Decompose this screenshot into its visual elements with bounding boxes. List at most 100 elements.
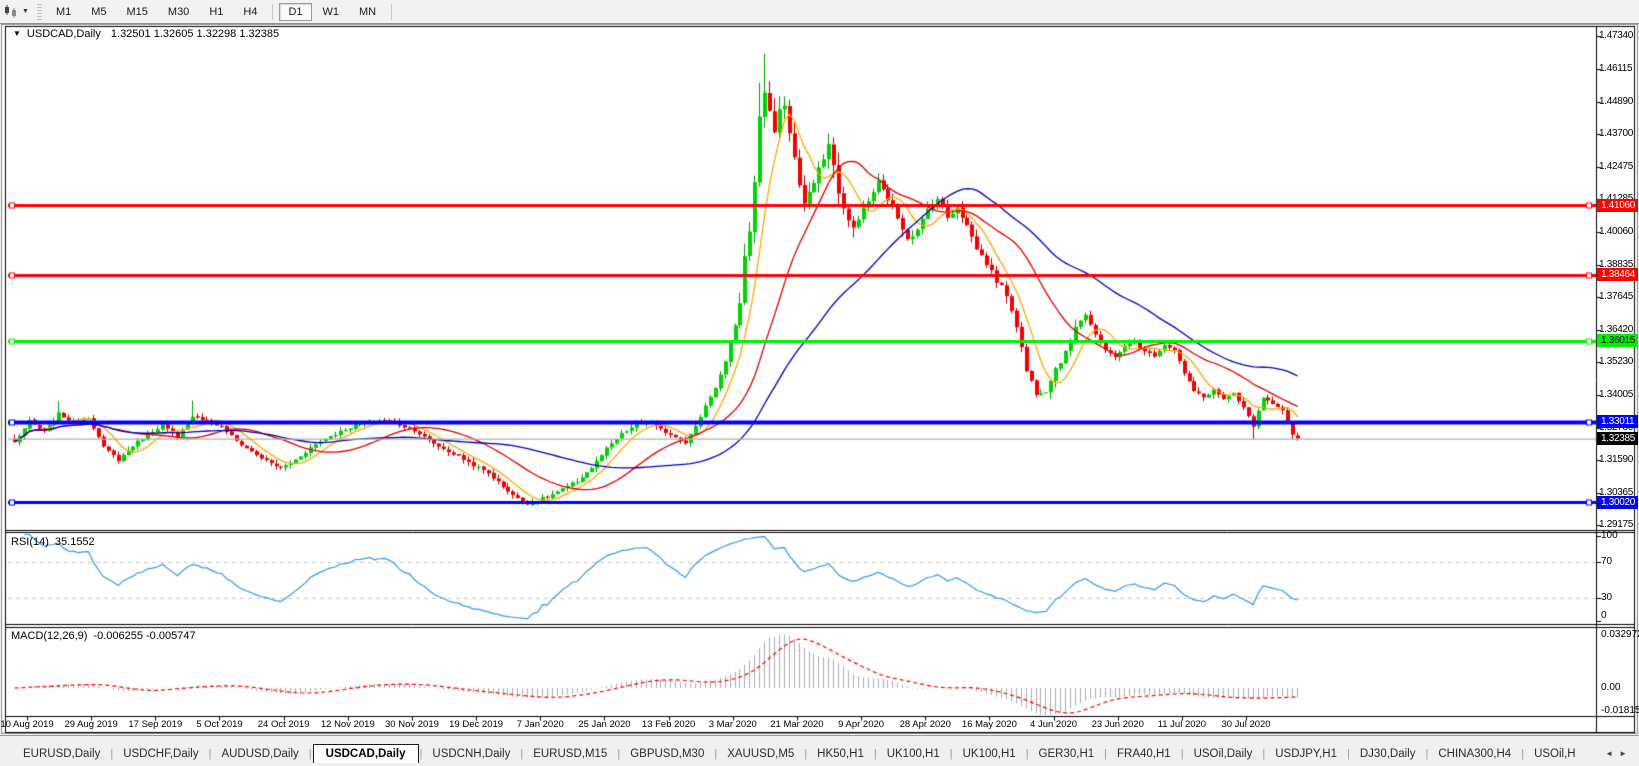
current-price-label: 1.32385 bbox=[1597, 432, 1638, 446]
tab-divider: | bbox=[1425, 748, 1429, 760]
tab-divider: | bbox=[873, 748, 877, 760]
timeframe-button-m30[interactable]: M30 bbox=[167, 5, 190, 18]
timeframe-button-w1[interactable]: W1 bbox=[322, 5, 340, 18]
macd-scale-label: 0.00 bbox=[1601, 682, 1621, 693]
tab-divider: | bbox=[1262, 748, 1266, 760]
hline-price-label: 1.38464 bbox=[1597, 268, 1638, 282]
chart-tab-fra40-h1[interactable]: FRA40,H1 bbox=[1117, 748, 1171, 760]
tab-scroll-left-icon[interactable]: ◄ bbox=[1605, 749, 1620, 758]
chart-tab-usoil-daily[interactable]: USOil,Daily bbox=[1193, 748, 1253, 760]
chart-type-button[interactable]: ▼ bbox=[0, 4, 33, 19]
macd-scale-label: -0.01815 bbox=[1601, 705, 1639, 716]
rsi-indicator-header: RSI(14) 35.1552 bbox=[11, 536, 95, 548]
hline-price-label: 1.36015 bbox=[1597, 334, 1638, 348]
tab-divider: | bbox=[617, 748, 621, 760]
chart-tab-usdjpy-h1[interactable]: USDJPY,H1 bbox=[1275, 748, 1338, 760]
hline-price-label: 1.33011 bbox=[1597, 415, 1638, 429]
hline-price-label: 1.30020 bbox=[1597, 495, 1638, 509]
price-axis-tick: 1.47340 bbox=[1599, 30, 1634, 41]
date-axis-label: 9 Apr 2020 bbox=[838, 719, 885, 730]
timeframe-buttons: M1 M5 M15 M30 H1 H4 D1 W1 MN bbox=[46, 0, 397, 23]
macd-values: -0.006255 -0.005747 bbox=[93, 630, 196, 642]
chart-tab-usdcnh-daily[interactable]: USDCNH,Daily bbox=[432, 748, 511, 760]
chart-tab-usdchf-daily[interactable]: USDCHF,Daily bbox=[123, 748, 199, 760]
chart-tab-ger30-h1[interactable]: GER30,H1 bbox=[1038, 748, 1095, 760]
date-axis-label: 17 Sep 2019 bbox=[128, 719, 183, 730]
date-axis-label: 23 Jun 2020 bbox=[1091, 719, 1144, 730]
price-axis-tick: 1.36420 bbox=[1599, 323, 1634, 335]
tab-divider: | bbox=[308, 748, 312, 760]
chart-tab-xauusd-m5[interactable]: XAUUSD,M5 bbox=[727, 748, 795, 760]
date-axis-label: 21 Mar 2020 bbox=[770, 719, 824, 730]
chart-tab-gbpusd-m30[interactable]: GBPUSD,M30 bbox=[630, 748, 705, 760]
chart-tab-usdcad-daily[interactable]: USDCAD,Daily bbox=[312, 744, 419, 763]
tab-divider: | bbox=[1104, 748, 1108, 760]
chart-header: ▼ USDCAD,Daily 1.32501 1.32605 1.32298 1.3… bbox=[13, 28, 279, 40]
timeframe-button-m1[interactable]: M1 bbox=[55, 5, 72, 18]
price-axis-tick: 1.29175 bbox=[1599, 519, 1634, 530]
timeframe-button-h1[interactable]: H1 bbox=[209, 5, 224, 18]
timeframe-button-d1[interactable]: D1 bbox=[279, 2, 312, 21]
timeframe-button-mn[interactable]: MN bbox=[359, 5, 377, 18]
chart-tab-audusd-daily[interactable]: AUDUSD,Daily bbox=[221, 748, 299, 760]
date-axis-label: 10 Aug 2019 bbox=[0, 719, 54, 730]
symbol-period-label: USDCAD,Daily bbox=[26, 28, 101, 40]
macd-indicator-header: MACD(12,26,9) -0.006255 -0.005747 bbox=[11, 630, 196, 642]
tab-scroll-arrows: ◄► bbox=[1605, 749, 1633, 758]
chevron-down-icon: ▼ bbox=[22, 8, 29, 15]
date-axis-label: 25 Jan 2020 bbox=[578, 719, 631, 730]
hline-price-label: 1.41060 bbox=[1597, 198, 1638, 212]
toolbar-grip-handle[interactable] bbox=[36, 3, 42, 20]
date-axis-label: 13 Feb 2020 bbox=[641, 719, 696, 730]
rsi-scale-label: 0 bbox=[1601, 610, 1607, 621]
price-axis-tick: 1.46115 bbox=[1599, 62, 1633, 74]
date-axis-label: 29 Aug 2019 bbox=[64, 719, 118, 730]
chart-tab-eurusd-m15[interactable]: EURUSD,M15 bbox=[533, 748, 608, 760]
tab-divider: | bbox=[419, 748, 423, 760]
chart-tab-hk50-h1[interactable]: HK50,H1 bbox=[817, 748, 864, 760]
timeframe-button-m15[interactable]: M15 bbox=[126, 5, 148, 18]
window-menu-caret-icon[interactable]: ▼ bbox=[13, 29, 21, 38]
price-axis-tick: 1.40060 bbox=[1599, 225, 1634, 237]
tab-divider: | bbox=[804, 748, 808, 760]
date-axis-label: 30 Nov 2019 bbox=[385, 719, 439, 730]
rsi-scale-label: 30 bbox=[1601, 591, 1613, 603]
date-axis-label: 4 Jun 2020 bbox=[1030, 719, 1078, 730]
price-axis-tick: 1.31590 bbox=[1599, 453, 1634, 465]
tab-divider: | bbox=[1521, 748, 1525, 760]
tab-scroll-right-icon[interactable]: ► bbox=[1619, 749, 1633, 758]
price-axis-tick: 1.37645 bbox=[1599, 290, 1634, 302]
tab-divider: | bbox=[714, 748, 718, 760]
rsi-label: RSI(14) bbox=[11, 536, 49, 548]
macd-label: MACD(12,26,9) bbox=[11, 630, 88, 642]
chart-tab-china300-h4[interactable]: CHINA300,H4 bbox=[1438, 748, 1512, 760]
toolbar-separator bbox=[272, 3, 274, 20]
price-axis-tick: 1.44890 bbox=[1599, 95, 1634, 107]
timeframe-button-m5[interactable]: M5 bbox=[91, 5, 107, 18]
date-axis-label: 11 Jul 2020 bbox=[1157, 719, 1207, 730]
toolbar-separator bbox=[391, 3, 393, 20]
chart-tab-dj30-daily[interactable]: DJ30,Daily bbox=[1359, 748, 1416, 760]
chart-tab-bar: EURUSD,Daily | USDCHF,Daily | AUDUSD,Daily | U… bbox=[0, 735, 1639, 766]
date-axis-label: 28 Apr 2020 bbox=[899, 719, 951, 730]
price-axis-tick: 1.43700 bbox=[1599, 127, 1634, 139]
chart-tab-uk100-h1[interactable]: UK100,H1 bbox=[886, 748, 940, 760]
tab-divider: | bbox=[949, 748, 953, 760]
chart-tab-usoil-h[interactable]: USOil,H bbox=[1534, 748, 1576, 760]
tab-divider: | bbox=[1180, 748, 1184, 760]
candlestick-chart-icon bbox=[5, 4, 16, 18]
tab-divider: | bbox=[110, 748, 114, 760]
tab-divider: | bbox=[1025, 748, 1029, 760]
chart-tab-uk100-h1[interactable]: UK100,H1 bbox=[962, 748, 1016, 760]
timeframe-button-h4[interactable]: H4 bbox=[243, 5, 258, 18]
date-axis-label: 5 Oct 2019 bbox=[196, 719, 243, 730]
price-axis-tick: 1.30365 bbox=[1599, 486, 1634, 498]
price-axis-tick: 1.42475 bbox=[1599, 160, 1634, 172]
date-axis-label: 7 Jan 2020 bbox=[516, 719, 564, 730]
rsi-scale-label: 70 bbox=[1601, 555, 1613, 567]
tab-divider: | bbox=[208, 748, 212, 760]
chart-tab-eurusd-daily[interactable]: EURUSD,Daily bbox=[23, 748, 101, 760]
date-axis-label: 24 Oct 2019 bbox=[257, 719, 310, 730]
